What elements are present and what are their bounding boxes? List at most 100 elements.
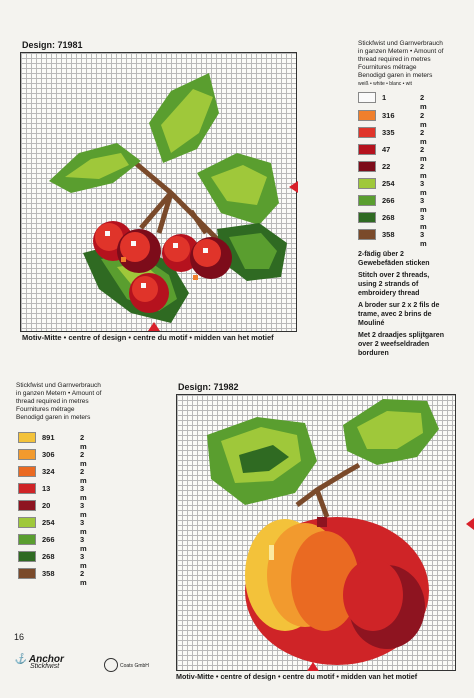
thread-code: 254 xyxy=(42,518,55,527)
color-swatch xyxy=(18,551,36,562)
thread-amount: 3 m xyxy=(80,535,87,553)
cherry-1-shine xyxy=(105,231,110,236)
anchor-logo: ⚓ Anchor Stickfwist xyxy=(14,654,64,670)
thread-amount: 3 m xyxy=(420,230,427,248)
anchor-icon: ⚓ xyxy=(14,654,27,665)
instruction-line: A broder sur 2 x 2 fils de xyxy=(358,302,440,309)
apple-red-mid xyxy=(343,559,403,631)
thread-code: 22 xyxy=(382,162,391,171)
cherry-3-highlight xyxy=(164,236,190,262)
thread-code: 268 xyxy=(42,552,55,561)
leaf-right-light xyxy=(211,165,267,205)
apple-stem xyxy=(295,462,361,518)
thread-amount: 3 m xyxy=(80,518,87,536)
thread-code: 13 xyxy=(42,484,51,493)
legend-header-line: Benodigd garen in meters xyxy=(16,414,91,421)
thread-code: 358 xyxy=(382,230,395,239)
cherries-motif xyxy=(49,73,287,323)
instruction-line: Met 2 draadjes splijtgaren xyxy=(358,332,444,339)
cherry-3-shine xyxy=(173,243,178,248)
thread-amount: 2 m xyxy=(420,128,427,146)
thread-code: 268 xyxy=(382,213,395,222)
thread-amount: 2 m xyxy=(80,450,87,468)
coats-label: Coats GmbH xyxy=(120,663,149,669)
cherry-1-highlight xyxy=(95,223,123,251)
thread-amount: 2 m xyxy=(80,467,87,485)
color-swatch xyxy=(18,500,36,511)
center-marker-bottom-apple xyxy=(307,662,319,671)
legend-header-line: thread required in metres xyxy=(16,398,89,405)
cherry-5-shine xyxy=(141,283,146,288)
thread-code: 1 xyxy=(382,93,387,102)
thread-code: 358 xyxy=(42,569,55,578)
thread-amount: 3 m xyxy=(420,213,427,231)
leaf-left-vein xyxy=(239,445,289,473)
legend-subheader: weiß • white • blanc • wit xyxy=(358,81,412,87)
brand-name: Anchor xyxy=(28,654,64,665)
thread-amount: 3 m xyxy=(80,501,87,519)
caption-top: Motiv-Mitte • centre of design • centre … xyxy=(22,333,274,342)
cherry-2-highlight xyxy=(120,232,150,262)
center-marker-bottom-top xyxy=(148,322,160,331)
instruction-line: trame, avec 2 brins de xyxy=(358,311,432,318)
thread-amount: 3 m xyxy=(80,552,87,570)
color-swatch xyxy=(18,568,36,579)
page-number: 16 xyxy=(14,632,25,642)
color-swatch xyxy=(358,229,376,240)
coats-logo-icon xyxy=(104,658,118,672)
thread-amount: 2 m xyxy=(420,162,427,180)
cherry-stems xyxy=(131,159,223,245)
thread-code: 335 xyxy=(382,128,395,137)
legend-header-line: Benodigd garen in meters xyxy=(358,72,433,79)
color-swatch xyxy=(18,449,36,460)
thread-amount: 2 m xyxy=(420,145,427,163)
legend-header-line: Stickfwist und Garnverbrauch xyxy=(358,40,443,47)
legend-header-bottom: Stickfwist und Garnverbrauch in ganzen M… xyxy=(16,382,101,422)
color-swatch xyxy=(18,483,36,494)
thread-amount: 2 m xyxy=(420,93,427,111)
leaf-top-light xyxy=(161,89,213,153)
color-swatch xyxy=(18,466,36,477)
legend-header-line: Fournitures métrage xyxy=(358,64,417,71)
instruction-line: Stitch over 2 threads, xyxy=(358,272,430,279)
leaf-left-light xyxy=(65,153,129,179)
legend-header-line: Fournitures métrage xyxy=(16,406,75,413)
legend-header-top: Stickfwist und Garnverbrauch in ganzen M… xyxy=(358,40,443,88)
color-swatch xyxy=(358,195,376,206)
color-swatch xyxy=(18,534,36,545)
center-marker-right-top xyxy=(289,181,298,193)
cherry-4-shine xyxy=(203,248,208,253)
brand-sub: Stickfwist xyxy=(30,663,60,670)
instruction-line: embroidery thread xyxy=(358,290,420,297)
instruction-line: Gewebefäden sticken xyxy=(358,260,430,267)
instruction-line: over 2 weefseldraden xyxy=(358,341,430,348)
thread-code: 324 xyxy=(42,467,55,476)
legend-header-line: in ganzen Metern • Amount of xyxy=(16,390,102,397)
design-label-bottom: Design: 71982 xyxy=(178,382,239,392)
cherry-5-highlight xyxy=(132,276,158,302)
thread-code: 316 xyxy=(382,111,395,120)
instruction-line: 2-fädig über 2 xyxy=(358,251,404,258)
thread-code: 47 xyxy=(382,145,391,154)
center-marker-right-apple xyxy=(466,518,474,530)
thread-code: 266 xyxy=(42,535,55,544)
instruction-line: Mouliné xyxy=(358,320,385,327)
apple-highlight xyxy=(269,545,274,560)
color-swatch xyxy=(358,127,376,138)
thread-amount: 2 m xyxy=(80,433,87,451)
leaf-right-light xyxy=(357,411,423,449)
instruction-line: using 2 strands of xyxy=(358,281,419,288)
color-swatch xyxy=(18,432,36,443)
legend-header-line: Stickfwist und Garnverbrauch xyxy=(16,382,101,389)
thread-amount: 2 m xyxy=(420,111,427,129)
legend-header-line: thread required in metres xyxy=(358,56,431,63)
caption-bottom: Motiv-Mitte • centre of design • centre … xyxy=(176,672,418,681)
color-swatch xyxy=(358,92,376,103)
color-swatch xyxy=(358,212,376,223)
cherry-accent-a xyxy=(193,275,198,280)
thread-amount: 3 m xyxy=(420,179,427,197)
chart-grid-apple xyxy=(176,394,456,671)
color-swatch xyxy=(358,161,376,172)
thread-code: 254 xyxy=(382,179,395,188)
apple-orange-dark xyxy=(291,531,359,631)
